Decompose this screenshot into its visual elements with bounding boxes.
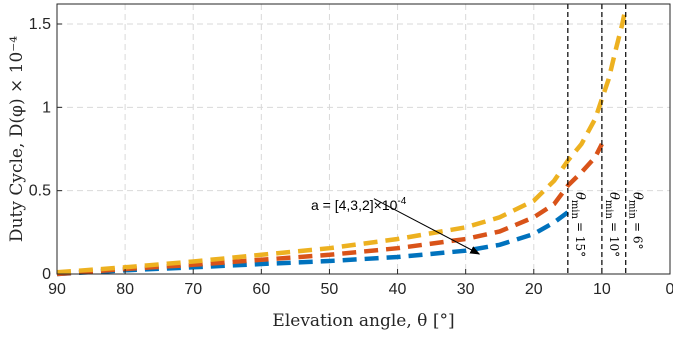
y-tick-label: 1.5: [29, 16, 51, 33]
x-axis-ticks: 90 80 70 60 50 40 30 20 10 0: [48, 269, 673, 298]
y-tick-label: 1: [42, 99, 51, 116]
annotation-text: a = [4,3,2]×10-4: [311, 196, 407, 213]
threshold-label: θmin= 6°: [627, 192, 645, 249]
series-lines: [56, 6, 628, 277]
x-tick-label: 10: [593, 281, 611, 298]
y-axis-ticks: 0 0.5 1 1.5: [29, 16, 62, 283]
annotation-arrow: [373, 198, 481, 255]
threshold-label: θmin= 10°: [603, 192, 621, 257]
y-axis-label: Duty Cycle, D(φ) × 10⁻⁴: [7, 36, 27, 242]
threshold-lines: θmin= 15° θmin= 10° θmin= 6°: [567, 4, 645, 274]
y-tick-label: 0: [42, 266, 51, 283]
x-tick-label: 70: [184, 281, 202, 298]
x-tick-label: 50: [321, 281, 339, 298]
y-tick-label: 0.5: [29, 183, 51, 200]
series-line-2: [56, 142, 604, 277]
x-tick-label: 80: [116, 281, 134, 298]
x-tick-label: 0: [666, 281, 673, 298]
plot-frame: [56, 3, 671, 275]
x-tick-label: 20: [525, 281, 543, 298]
x-axis-label: Elevation angle, θ [°]: [272, 311, 454, 331]
x-tick-label: 40: [389, 281, 407, 298]
x-tick-label: 30: [457, 281, 475, 298]
threshold-label: θmin= 15°: [569, 192, 587, 257]
x-tick-label: 90: [48, 281, 66, 298]
annotation: a = [4,3,2]×10-4: [311, 196, 481, 255]
x-tick-label: 60: [252, 281, 270, 298]
